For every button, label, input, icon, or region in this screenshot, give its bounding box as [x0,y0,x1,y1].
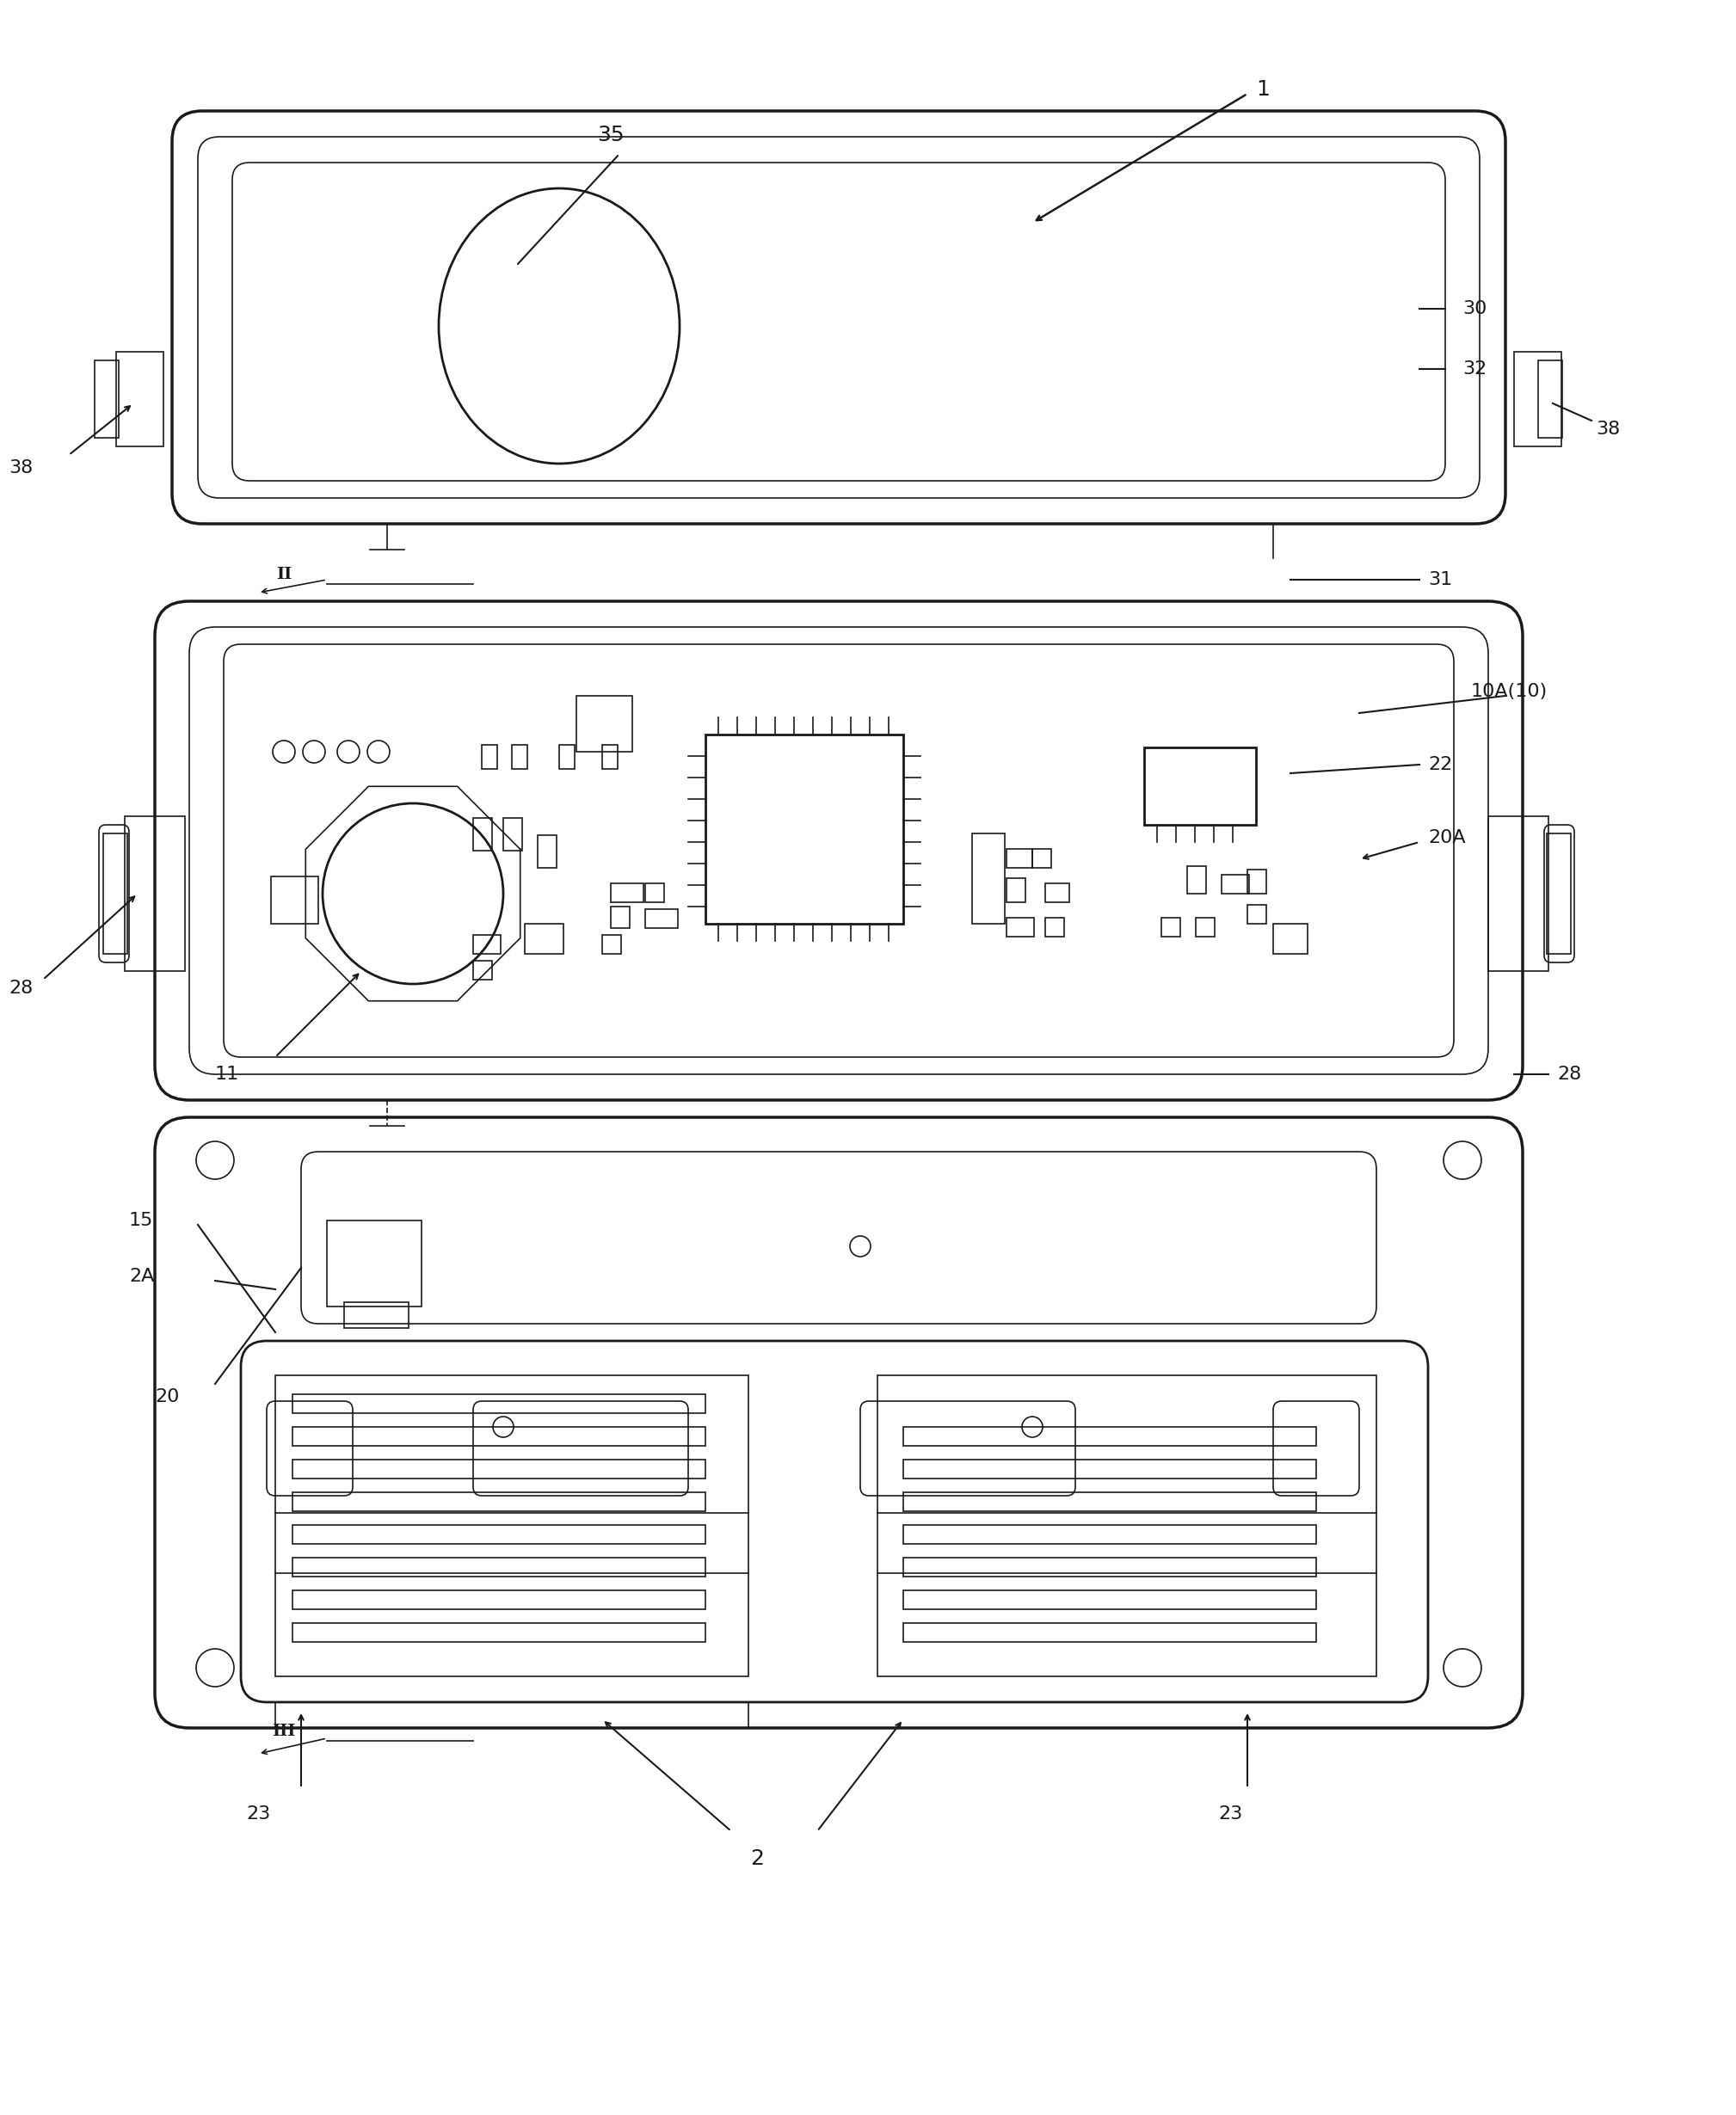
Bar [1033,848,1052,867]
Bar [1547,833,1571,954]
Bar [474,935,500,954]
Bar [1272,924,1307,954]
Bar [903,1459,1316,1478]
Text: 28: 28 [9,979,33,996]
Bar [903,1493,1316,1512]
Bar [292,1428,705,1447]
Bar [646,909,677,928]
Bar [903,1557,1316,1576]
Bar [292,1622,705,1641]
Bar [1196,918,1215,937]
Text: 1: 1 [1255,78,1269,99]
Bar [1538,360,1562,438]
Text: 20: 20 [155,1387,179,1404]
Bar [1045,884,1069,903]
Bar [1514,351,1561,446]
Bar [474,819,491,850]
Bar [276,1375,748,1677]
Bar [1007,918,1035,937]
Bar [602,935,621,954]
Bar [1007,878,1026,903]
Text: 22: 22 [1429,755,1453,774]
Text: II: II [276,567,292,582]
Bar [1488,816,1549,971]
Bar [483,744,496,770]
Bar [538,835,557,867]
Text: 31: 31 [1429,571,1453,588]
Bar [646,884,665,903]
Bar [292,1394,705,1413]
Text: 32: 32 [1462,360,1486,379]
Bar [1007,848,1033,867]
Bar [271,876,318,924]
Bar [95,360,118,438]
Text: 38: 38 [1595,421,1620,438]
Bar [1045,918,1064,937]
Text: 10A(10): 10A(10) [1470,683,1549,700]
Bar [512,744,528,770]
Bar [877,1375,1377,1677]
Text: III: III [273,1724,295,1739]
Bar [903,1590,1316,1610]
Bar [1248,905,1266,924]
Bar [559,744,575,770]
Text: 35: 35 [597,125,625,146]
Bar [292,1525,705,1544]
Text: 23: 23 [1219,1806,1243,1823]
Bar [344,1303,408,1328]
Text: 23: 23 [247,1806,271,1823]
Bar [1161,918,1180,937]
Bar [972,833,1005,924]
Text: 2A: 2A [128,1267,155,1286]
Bar [602,744,618,770]
Bar [474,960,491,979]
Bar [292,1557,705,1576]
Bar [292,1493,705,1512]
Bar [576,696,632,751]
Text: 20A: 20A [1429,829,1465,846]
Bar [503,819,523,850]
Text: 28: 28 [1557,1066,1581,1083]
Text: 11: 11 [215,1066,240,1083]
Bar [292,1459,705,1478]
Bar [1144,747,1255,825]
Bar [903,1428,1316,1447]
Text: 15: 15 [128,1212,153,1229]
Bar [1222,876,1250,895]
Bar [1187,867,1207,895]
Bar [125,816,186,971]
Text: 2: 2 [750,1849,764,1870]
Bar [903,1622,1316,1641]
Bar [611,884,644,903]
Bar [705,734,903,924]
Bar [611,907,630,928]
Bar [102,833,127,954]
Bar [326,1220,422,1307]
Bar [116,351,163,446]
Text: 38: 38 [9,459,33,476]
Bar [1248,869,1266,895]
Bar [524,924,564,954]
Bar [292,1590,705,1610]
Bar [903,1525,1316,1544]
Text: 30: 30 [1462,300,1486,317]
